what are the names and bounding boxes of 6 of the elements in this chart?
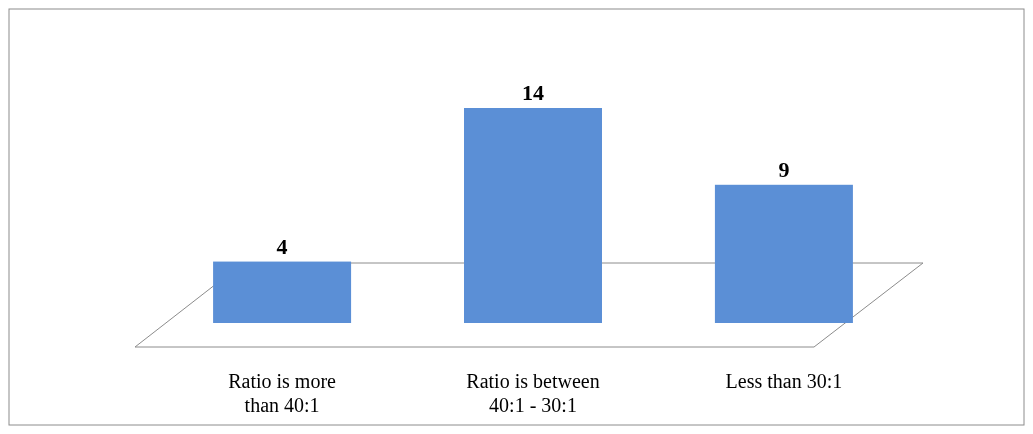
data-label: 14	[522, 80, 544, 105]
x-tick-label: Ratio is more than 40:1	[228, 370, 337, 416]
data-label: 4	[276, 233, 288, 259]
x-tick-label: Ratio is between 40:1 - 30:1	[466, 370, 600, 416]
data-label: 9	[778, 156, 790, 182]
x-tick-label: Less than 30:1	[725, 370, 843, 392]
